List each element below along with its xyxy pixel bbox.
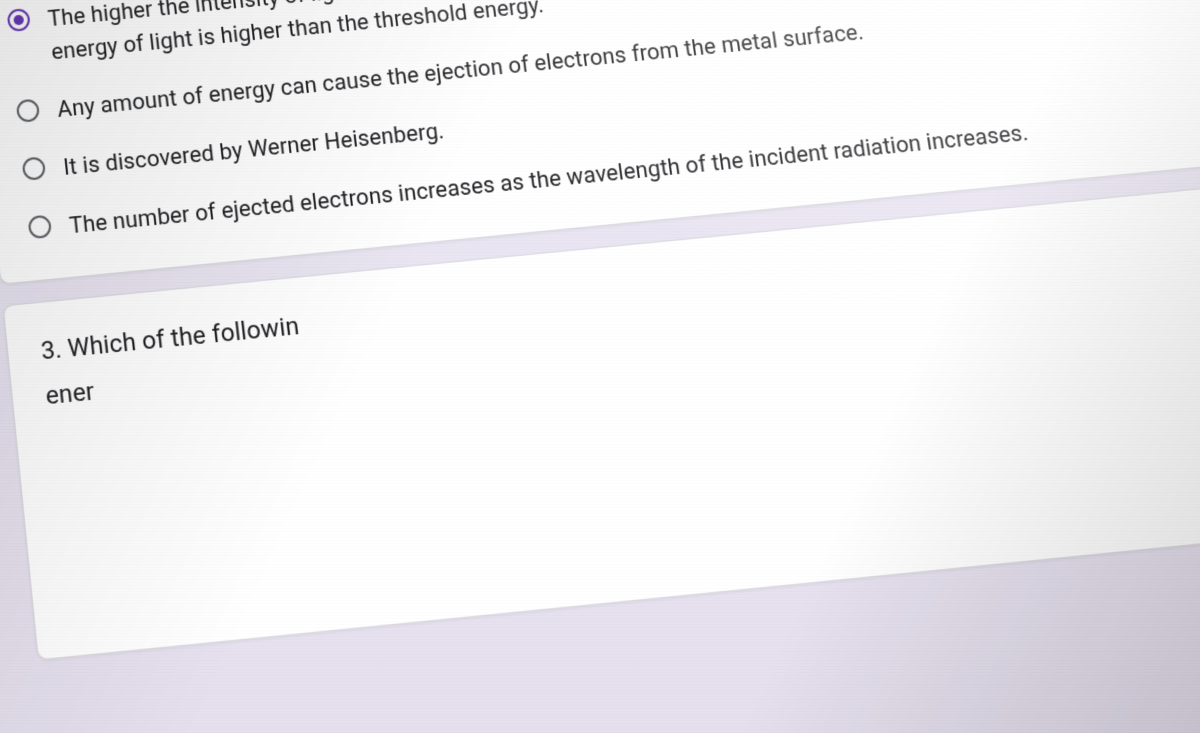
radio-option-1[interactable] bbox=[7, 8, 31, 32]
radio-option-4[interactable] bbox=[27, 214, 52, 239]
radio-option-3[interactable] bbox=[22, 156, 47, 181]
option-3-label: It is discovered by Werner Heisenberg. bbox=[62, 114, 446, 184]
viewport: precisely than its position 2. Which of … bbox=[0, 0, 1200, 733]
question-3-next-line-text: ener bbox=[44, 376, 95, 410]
tilted-content: precisely than its position 2. Which of … bbox=[0, 0, 1200, 686]
radio-option-2[interactable] bbox=[16, 98, 40, 122]
